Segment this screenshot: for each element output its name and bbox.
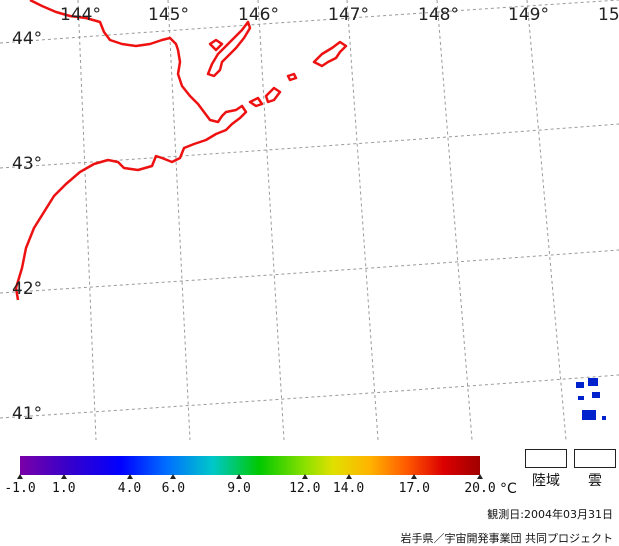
colorbar-tick-mark: [411, 474, 418, 479]
meridian-149: [526, 0, 567, 440]
latitude-label: 41°: [12, 404, 42, 424]
colorbar-tick-label: 4.0: [117, 481, 142, 496]
latitude-labels: 44° 43° 42° 41°: [12, 29, 42, 424]
map-canvas: 144° 145° 146° 147° 148° 149° 15 44° 43°…: [0, 0, 619, 440]
colorbar-tick-label: 20.0: [464, 481, 496, 496]
graticule: [0, 0, 619, 440]
colorbar-tick-label: 6.0: [161, 481, 186, 496]
meridian-146: [257, 0, 285, 440]
longitude-label: 15: [598, 5, 619, 25]
colorbar-tick-mark: [301, 474, 308, 479]
shikotan-island: [286, 72, 298, 82]
cloud-patch: [582, 410, 596, 420]
longitude-label: 144°: [60, 5, 101, 25]
cloud-patch: [578, 396, 584, 400]
kunashiri-island: [208, 38, 224, 52]
longitude-label: 146°: [238, 5, 279, 25]
coastline: [14, 0, 348, 301]
hokkaido-coast: [14, 0, 248, 301]
longitude-labels: 144° 145° 146° 147° 148° 149° 15: [60, 5, 619, 25]
habomai-islands: [248, 86, 282, 108]
colorbar-tick-label: 17.0: [398, 481, 430, 496]
shiretoko-peninsula: [206, 20, 252, 78]
colorbar-tick-label: -1.0: [4, 481, 36, 496]
colorbar-tick-label: 9.0: [227, 481, 251, 496]
colorbar-tick-mark: [60, 474, 67, 479]
colorbar-tick-mark: [170, 474, 177, 479]
cloud-pixels: [576, 378, 606, 420]
etorofu-island: [312, 40, 348, 68]
latitude-label: 43°: [12, 154, 42, 174]
observation-date: 観測日:2004年03月31日: [487, 508, 613, 521]
colorbar-tick-mark: [345, 474, 352, 479]
meridian-145: [167, 0, 191, 440]
longitude-label: 145°: [148, 5, 189, 25]
cloud-patch: [592, 392, 600, 398]
latitude-label: 42°: [12, 279, 42, 299]
parallel-41: [0, 374, 619, 419]
colorbar-tick-mark: [477, 474, 483, 479]
parallel-44: [0, 0, 619, 44]
land-legend-swatch: [525, 449, 567, 468]
cloud-legend-swatch: [574, 449, 616, 468]
temperature-colorbar: [20, 456, 480, 475]
latitude-label: 44°: [12, 29, 42, 49]
credit-line: 岩手県／宇宙開発事業団 共同プロジェクト: [400, 532, 614, 545]
parallel-43: [0, 123, 619, 169]
longitude-label: 148°: [418, 5, 459, 25]
colorbar-tick-label: 1.0: [52, 481, 76, 496]
colorbar-tick-mark: [126, 474, 133, 479]
meridian-147: [346, 0, 379, 440]
meridian-148: [436, 0, 473, 440]
longitude-label: 147°: [328, 5, 369, 25]
longitude-label: 149°: [508, 5, 549, 25]
colorbar-tick-mark: [236, 474, 243, 479]
cloud-patch: [576, 382, 584, 388]
colorbar-tick-label: 12.0: [289, 481, 321, 496]
cloud-patch: [588, 378, 598, 386]
land-legend-label: 陸域: [532, 473, 560, 489]
colorbar-unit: °C: [500, 481, 517, 497]
sst-map: 144° 145° 146° 147° 148° 149° 15 44° 43°…: [0, 0, 619, 440]
colorbar-tick-mark: [17, 474, 23, 479]
cloud-patch: [602, 416, 606, 420]
parallel-42: [0, 249, 619, 294]
cloud-legend-label: 雲: [588, 473, 602, 489]
meridian-144: [77, 0, 97, 440]
colorbar-tick-label: 14.0: [332, 481, 365, 496]
